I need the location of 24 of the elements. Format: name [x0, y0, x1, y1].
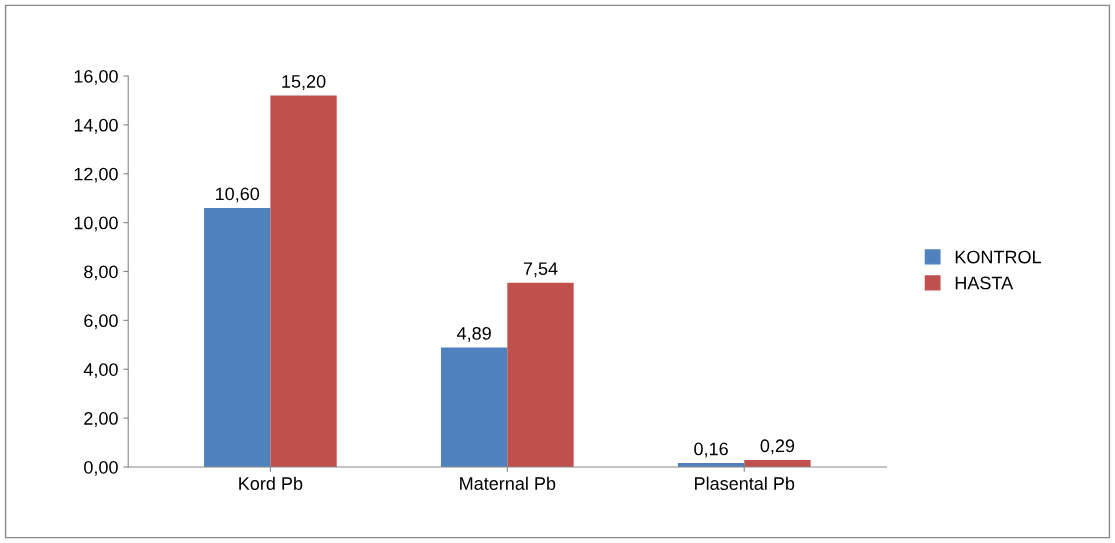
y-tick-label: 4,00 [83, 363, 118, 379]
legend-label: HASTA [955, 276, 1014, 290]
bar [507, 282, 574, 467]
y-tick-label: 0,00 [84, 460, 118, 476]
y-tick-label: 10,00 [74, 216, 118, 232]
data-label: 4,89 [457, 326, 491, 342]
bar [270, 95, 337, 467]
bar [204, 207, 271, 467]
y-tick-label: 8,00 [84, 265, 118, 281]
y-tick-label: 12,00 [74, 167, 118, 183]
data-label: 7,54 [523, 262, 558, 278]
legend-label: KONTROL [955, 250, 1041, 264]
y-tick-label: 2,00 [84, 412, 118, 427]
x-tick-label: Maternal Pb [460, 476, 556, 490]
x-tick-label: Plasental Pb [695, 476, 795, 490]
data-label: 10,60 [216, 187, 260, 203]
y-tick-label: 14,00 [74, 118, 118, 134]
y-tick-label: 16,00 [74, 69, 118, 85]
y-tick-label: 6,00 [84, 314, 118, 330]
data-label: 0,16 [694, 442, 728, 458]
data-label: 0,29 [760, 439, 795, 455]
data-label: 15,20 [282, 75, 326, 90]
bar [440, 347, 508, 467]
x-tick-label: Kord Pb [239, 476, 303, 490]
